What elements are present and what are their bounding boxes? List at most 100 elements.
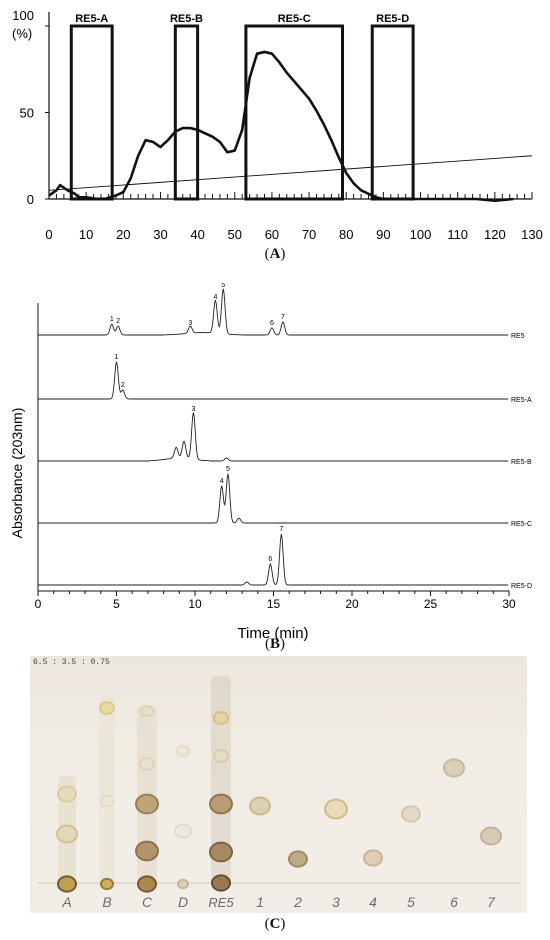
chromatogram-line <box>38 288 509 336</box>
chromatogram-line <box>38 473 509 524</box>
peak-label: 6 <box>268 556 272 563</box>
tlc-spot-origin <box>177 878 189 890</box>
tlc-spot <box>56 824 78 844</box>
tlc-spot-origin <box>137 875 157 893</box>
trace-re5-c: RE5-C 45 <box>38 466 532 528</box>
lane-label: 2 <box>293 894 302 910</box>
x-tick-label: 60 <box>265 227 279 240</box>
trace-label: RE5-D <box>511 583 532 590</box>
panel-a: 0 10 20 30 40 50 60 70 80 90 100 110 120 130 100 50 0 (%… <box>0 0 550 242</box>
peak-label: 2 <box>116 318 120 325</box>
tlc-spot <box>100 794 114 808</box>
trace-re5-d: RE5-D 6 7 <box>38 526 532 590</box>
fractionation-chart: 0 10 20 30 40 50 60 70 80 90 100 110 120 130 100 50 0 (%… <box>12 8 543 242</box>
tlc-spot <box>209 841 233 863</box>
x-tick-label: 100 <box>410 227 432 240</box>
fraction-boxes: RE5-A RE5-B RE5-C RE5-D <box>69 13 415 201</box>
trace-label: RE5-A <box>511 397 532 404</box>
x-tick-label: 130 <box>521 227 543 240</box>
trace-label: RE5-C <box>511 521 532 528</box>
absorbance-curve <box>48 50 514 203</box>
tlc-spot <box>99 701 115 715</box>
x-tick-label: 110 <box>447 227 468 240</box>
tlc-spot <box>139 757 155 771</box>
x-tick-label: 40 <box>190 227 204 240</box>
fraction-label: RE5-C <box>278 13 311 25</box>
trace-re5-a: RE5-A 1 2 <box>38 354 532 404</box>
tlc-spot <box>57 785 77 803</box>
peak-label: 7 <box>281 314 285 321</box>
trace-label: RE5 <box>511 333 525 340</box>
tlc-spot <box>176 744 190 758</box>
x-tick-label: 30 <box>153 227 167 240</box>
y-tick-label: 0 <box>27 192 34 207</box>
peak-label: 1 <box>110 316 114 323</box>
tlc-spot-origin <box>57 875 77 893</box>
tlc-spot <box>174 823 192 839</box>
tlc-spot <box>363 849 383 867</box>
lane-label: RE5 <box>208 895 234 910</box>
x-tick-label: 25 <box>424 597 438 611</box>
trace-re5: RE5 1 2 3 45 67 <box>38 282 525 340</box>
lane-label: C <box>142 894 153 910</box>
axes: 0 5 10 15 20 25 30 <box>35 303 516 611</box>
peak-label: 3 <box>191 406 195 413</box>
x-tick-label: 15 <box>267 597 281 611</box>
peak-label: 7 <box>279 526 283 533</box>
chromatogram-line <box>38 361 509 400</box>
peak-label: 3 <box>188 320 192 327</box>
peak-label: 4 <box>213 294 217 301</box>
x-tick-label: 0 <box>45 227 52 240</box>
lane-label: 4 <box>369 894 377 910</box>
tlc-spot <box>288 850 308 868</box>
tlc-spot-origin <box>100 877 114 891</box>
lane-label: 6 <box>450 894 458 910</box>
panel-b: Absorbance (203nm) Time (min) 0 5 10 15 20 25… <box>0 282 550 643</box>
x-axis: 0 10 20 30 40 50 60 70 80 90 100 110 120 130 <box>45 192 543 242</box>
caption-a: (A) <box>264 246 286 262</box>
tlc-spot-origin <box>211 874 231 892</box>
x-tick-label: 80 <box>339 227 353 240</box>
tlc-spot <box>249 796 271 816</box>
lane-label: 3 <box>332 894 340 910</box>
x-tick-label: 120 <box>484 227 506 240</box>
fraction-label: RE5-B <box>170 13 203 25</box>
lane-label: D <box>178 894 188 910</box>
lane-streak <box>211 676 231 888</box>
chromatogram-line <box>38 412 509 462</box>
x-tick-label: 20 <box>116 227 130 240</box>
tlc-spot <box>135 793 159 815</box>
fraction-box <box>370 24 415 201</box>
tlc-spot <box>401 805 421 823</box>
x-tick-label: 5 <box>113 597 120 611</box>
x-tick-label: 10 <box>188 597 202 611</box>
x-tick-label: 90 <box>376 227 390 240</box>
tlc-spot <box>213 749 229 763</box>
y-tick-label: 50 <box>20 106 34 121</box>
solvent-ratio-label: 6.5 : 3.5 : 0.75 <box>33 658 110 667</box>
peak-label: 5 <box>221 283 225 289</box>
x-tick-label: 10 <box>79 227 93 240</box>
trace-label: RE5-B <box>511 459 532 466</box>
x-tick-label: 0 <box>35 597 42 611</box>
peak-label: 1 <box>115 354 119 361</box>
tlc-spot <box>324 798 348 820</box>
y-axis: 100 50 0 (%) <box>12 8 50 207</box>
tlc-spot <box>213 711 229 725</box>
x-tick-label: 70 <box>302 227 316 240</box>
peak-label: 2 <box>121 382 125 389</box>
tlc-spot <box>135 840 159 862</box>
x-tick-label: 30 <box>502 597 516 611</box>
plot-lines <box>48 50 533 203</box>
tlc-spot <box>480 826 502 846</box>
lane-label: A <box>61 894 71 910</box>
fraction-box <box>69 24 114 201</box>
y-unit-label: (%) <box>12 26 32 41</box>
tlc-spots: A B C D RE5 1 2 3 4 5 6 7 <box>38 676 520 910</box>
caption-c: (C) <box>264 916 286 932</box>
lane-label: 7 <box>487 894 496 910</box>
gradient-line <box>48 155 533 191</box>
fraction-box <box>173 24 200 201</box>
peak-label: 5 <box>226 466 230 473</box>
